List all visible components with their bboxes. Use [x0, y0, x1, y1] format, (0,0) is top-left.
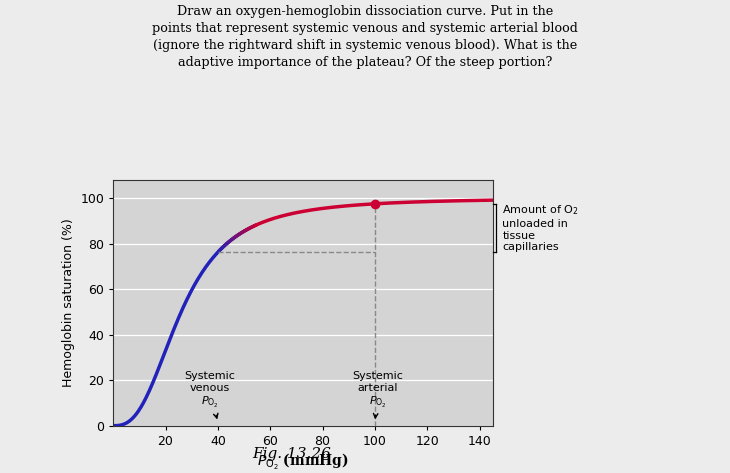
Y-axis label: Hemoglobin saturation (%): Hemoglobin saturation (%) [62, 219, 74, 387]
Text: Systemic
arterial
$P_{\mathrm{O_2}}$: Systemic arterial $P_{\mathrm{O_2}}$ [352, 371, 403, 418]
X-axis label: $\mathit{P}_{\mathrm{O_2}}$ (mmHg): $\mathit{P}_{\mathrm{O_2}}$ (mmHg) [257, 452, 349, 472]
Text: Fig. 13.26: Fig. 13.26 [253, 447, 331, 461]
Text: Systemic
venous
$P_{\mathrm{O_2}}$: Systemic venous $P_{\mathrm{O_2}}$ [185, 371, 236, 418]
Text: Draw an oxygen-hemoglobin dissociation curve. Put in the
points that represent s: Draw an oxygen-hemoglobin dissociation c… [152, 5, 578, 69]
Text: Amount of O$_2$
unloaded in
tissue
capillaries: Amount of O$_2$ unloaded in tissue capil… [502, 204, 579, 252]
